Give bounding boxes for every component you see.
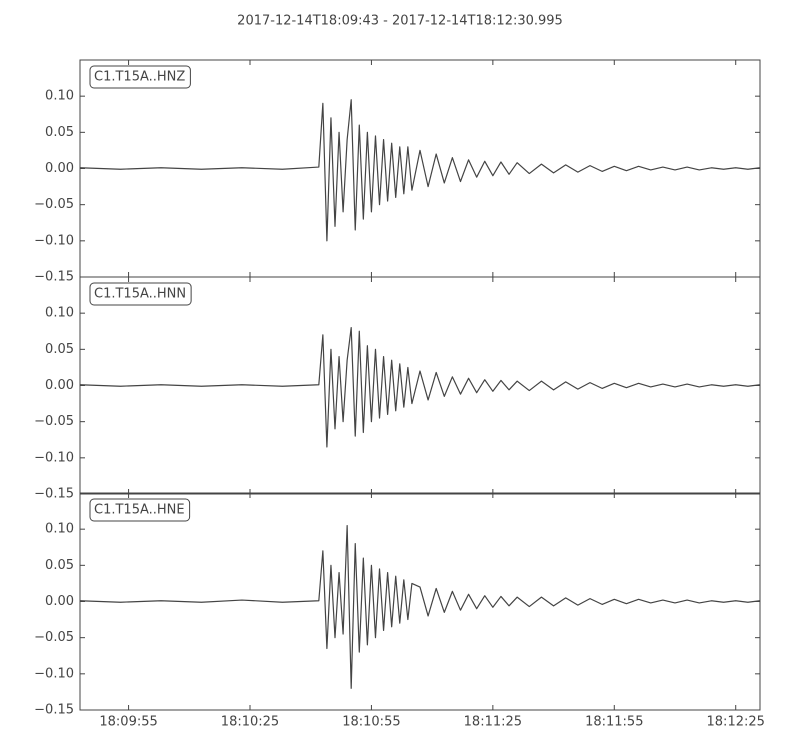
x-tick-label: 18:11:25 <box>464 715 522 730</box>
y-tick-label: 0.00 <box>45 161 74 176</box>
y-tick-label: −0.10 <box>34 666 74 681</box>
trace-label: C1.T15A..HNZ <box>94 70 185 85</box>
y-tick-label: 0.05 <box>45 342 74 357</box>
y-tick-label: −0.05 <box>34 197 74 212</box>
y-tick-label: −0.05 <box>34 414 74 429</box>
y-tick-label: −0.05 <box>34 630 74 645</box>
y-tick-label: −0.10 <box>34 450 74 465</box>
x-tick-label: 18:10:55 <box>342 715 400 730</box>
trace-label-box <box>89 65 191 89</box>
y-tick-label: 0.10 <box>45 306 74 321</box>
trace-line <box>79 524 761 689</box>
x-tick-label: 18:09:55 <box>99 715 157 730</box>
y-tick-label: −0.15 <box>34 487 74 502</box>
x-tick-label: 18:12:25 <box>707 715 765 730</box>
y-tick-label: 0.00 <box>45 378 74 393</box>
y-tick-label: 0.10 <box>45 89 74 104</box>
y-tick-label: 0.05 <box>45 558 74 573</box>
trace-label: C1.T15A..HNE <box>94 503 185 518</box>
y-tick-label: 0.05 <box>45 125 74 140</box>
y-tick-label: 0.00 <box>45 594 74 609</box>
trace-line <box>79 99 761 242</box>
y-tick-label: −0.10 <box>34 233 74 248</box>
x-tick-label: 18:11:55 <box>585 715 643 730</box>
trace-line <box>79 327 761 448</box>
y-tick-label: 0.10 <box>45 522 74 537</box>
trace-label: C1.T15A..HNN <box>94 287 186 302</box>
y-tick-label: −0.15 <box>34 270 74 285</box>
trace-label-box <box>89 498 191 522</box>
x-tick-label: 18:10:25 <box>221 715 279 730</box>
trace-label-box <box>89 282 192 306</box>
y-tick-label: −0.15 <box>34 703 74 718</box>
figure-title: 2017-12-14T18:09:43 - 2017-12-14T18:12:3… <box>237 14 563 29</box>
